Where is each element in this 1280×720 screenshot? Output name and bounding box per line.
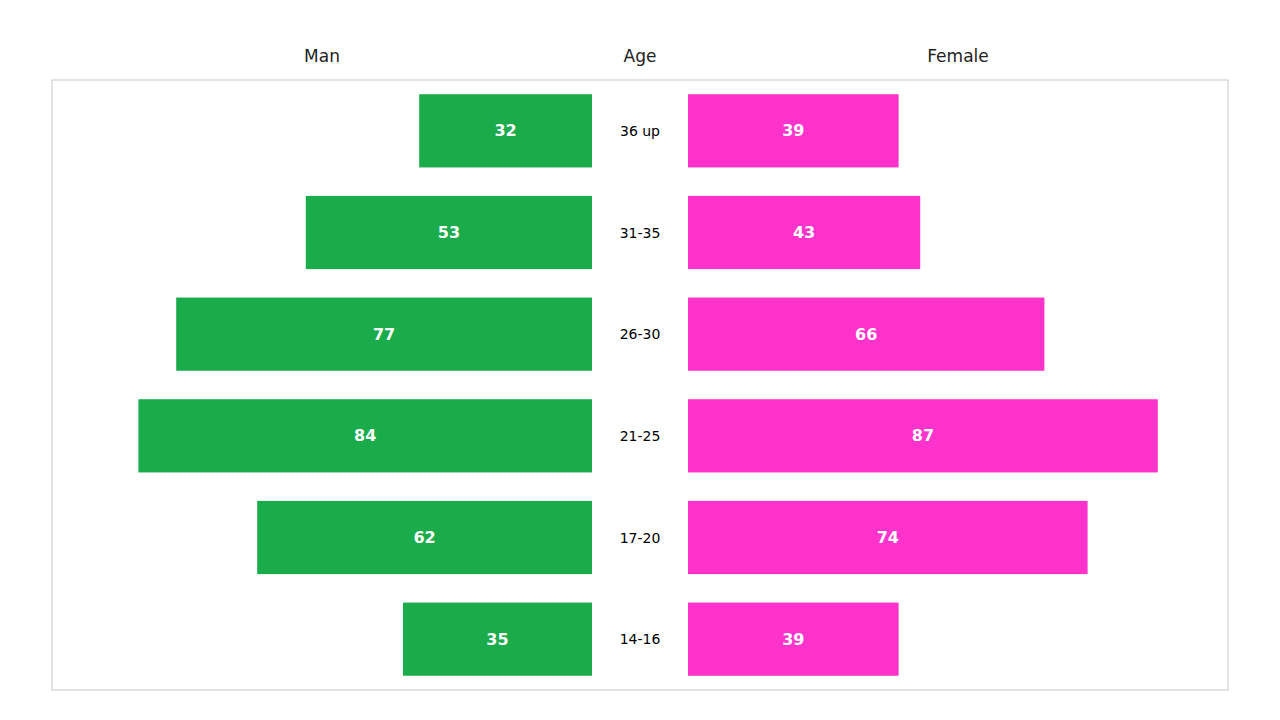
- bar: [176, 298, 592, 371]
- category-label: 36 up: [620, 123, 660, 139]
- bar: [688, 399, 1158, 472]
- bar: [688, 603, 899, 676]
- bar: [403, 603, 592, 676]
- data-label: 32: [494, 121, 516, 140]
- bar: [306, 196, 592, 269]
- data-label: 43: [793, 223, 815, 242]
- category-label: 21-25: [620, 428, 661, 444]
- labels: 35 62 84 77 53 32 Man 39 74 87 66 43 39 Female 14-16 17…: [304, 46, 989, 649]
- category-label: 17-20: [620, 530, 661, 546]
- axis-label: Age: [624, 46, 657, 66]
- chart-container: 35 62 84 77 53 32 Man 39 74 87 66 43 39 Female 14-16 17…: [0, 0, 1280, 720]
- data-label: 74: [877, 528, 899, 547]
- category-label: 31-35: [620, 225, 661, 241]
- data-label: 77: [373, 325, 395, 344]
- series-header: Man: [304, 46, 340, 66]
- data-label: 53: [438, 223, 460, 242]
- chart-svg: 35 62 84 77 53 32 Man 39 74 87 66 43 39 Female 14-16 17…: [0, 0, 1280, 720]
- bar: [257, 501, 592, 574]
- data-label: 87: [912, 426, 934, 445]
- data-label: 84: [354, 426, 376, 445]
- bar: [419, 94, 592, 167]
- bar: [688, 298, 1044, 371]
- data-label: 62: [413, 528, 435, 547]
- data-label: 39: [782, 121, 804, 140]
- bar: [138, 399, 592, 472]
- plot-frame: [52, 80, 1228, 690]
- bar: [688, 196, 920, 269]
- data-label: 39: [782, 630, 804, 649]
- category-label: 14-16: [620, 631, 661, 647]
- bar: [688, 94, 899, 167]
- category-label: 26-30: [620, 326, 661, 342]
- data-label: 66: [855, 325, 877, 344]
- data-label: 35: [486, 630, 508, 649]
- series-header: Female: [927, 46, 988, 66]
- bars: [138, 94, 1157, 676]
- bar: [688, 501, 1088, 574]
